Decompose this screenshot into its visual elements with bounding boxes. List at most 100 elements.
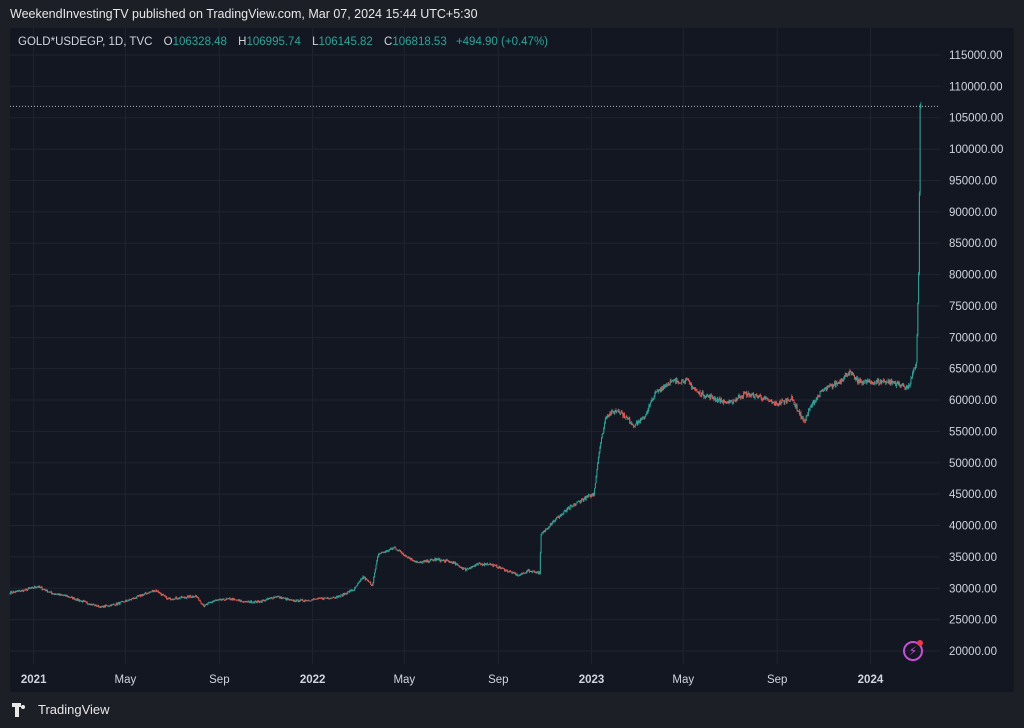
candle-body [74, 599, 76, 600]
candle-body [475, 564, 477, 566]
candle-body [894, 382, 896, 384]
candle-body [379, 553, 381, 555]
candle-body [627, 418, 629, 420]
candle-body [564, 510, 566, 512]
candle-body [650, 400, 652, 404]
candle-body [604, 423, 606, 428]
candle-body [892, 382, 894, 384]
candle-body [669, 380, 671, 385]
candle-body [655, 391, 657, 393]
candle-body [502, 567, 504, 569]
candle-body [320, 598, 322, 600]
candle-body [858, 379, 860, 384]
candle-body [437, 559, 439, 561]
open-value: 106328.48 [172, 36, 227, 48]
candle-body [69, 597, 71, 599]
candle-body [845, 373, 847, 375]
y-tick-label: 45000.00 [949, 489, 997, 501]
candle-body [546, 528, 548, 530]
candle-body [30, 588, 32, 589]
candle-body [473, 565, 475, 567]
candle-body [484, 563, 486, 566]
candle-body [879, 382, 881, 384]
candle-body [124, 600, 126, 602]
candle-body [611, 410, 613, 412]
candle-body [106, 605, 108, 607]
candle-body [299, 599, 301, 601]
tradingview-brand[interactable]: TradingView [12, 702, 110, 717]
y-tick-label: 90000.00 [949, 207, 997, 219]
candle-body [334, 597, 336, 599]
candle-body [174, 598, 176, 600]
candle-body [212, 601, 214, 603]
candle-body [606, 417, 608, 418]
candle-body [128, 599, 130, 601]
candle-body [235, 599, 237, 601]
candle-body [510, 571, 512, 573]
candle-body [346, 593, 348, 595]
candle-body [864, 380, 866, 382]
candle-body [474, 565, 476, 566]
candle-body [732, 401, 734, 404]
candle-body [422, 561, 424, 563]
candle-body [851, 373, 853, 375]
candle-body [560, 515, 562, 516]
candle-body [486, 563, 488, 565]
candle-body [490, 563, 492, 565]
candle-body [419, 562, 421, 564]
candle-body [704, 396, 706, 398]
candle-body [640, 419, 642, 420]
candle-body [626, 416, 628, 418]
candle-body [867, 380, 869, 383]
candle-body [439, 560, 441, 562]
candle-body [138, 595, 140, 597]
candle-body [228, 598, 230, 599]
candle-body [199, 600, 201, 602]
candle-body [861, 381, 863, 384]
candle-body [17, 590, 19, 592]
candle-body [646, 412, 648, 414]
candle-body [188, 595, 190, 598]
candle-body [75, 599, 77, 601]
candle-body [418, 562, 420, 563]
candle-body [824, 388, 826, 390]
candle-body [707, 395, 709, 397]
candle-body [468, 568, 470, 570]
candle-body [768, 399, 770, 402]
candle-body [533, 570, 535, 572]
candle-body [571, 505, 573, 507]
candle-body [344, 593, 346, 595]
candle-body [779, 401, 781, 405]
candle-body [425, 560, 427, 562]
candle-body [727, 402, 729, 404]
candle-body [598, 452, 600, 457]
candle-body [292, 599, 294, 601]
candle-body [815, 399, 817, 403]
candle-body [493, 564, 495, 566]
candle-body [519, 575, 521, 577]
candle-body [458, 565, 460, 567]
chart-area[interactable] [10, 28, 1014, 692]
candle-body [747, 392, 749, 394]
candle-body [341, 594, 343, 596]
candle-body [567, 508, 569, 510]
candle-body [112, 604, 114, 606]
lightning-icon[interactable]: ⚡ [903, 641, 923, 661]
candle-body [550, 524, 552, 525]
candle-body [394, 547, 396, 548]
candle-body [301, 599, 303, 601]
candle-body [284, 598, 286, 599]
candle-body [522, 573, 524, 575]
candle-body [24, 588, 26, 591]
candle-body [480, 563, 482, 565]
candle-body [443, 560, 445, 562]
y-tick-label: 35000.00 [949, 552, 997, 564]
candle-body [40, 587, 42, 589]
candle-body [782, 400, 784, 402]
candle-body [748, 392, 750, 397]
candle-body [769, 400, 771, 402]
candle-body [178, 597, 180, 599]
candle-body [623, 413, 625, 417]
candle-body [535, 572, 537, 574]
